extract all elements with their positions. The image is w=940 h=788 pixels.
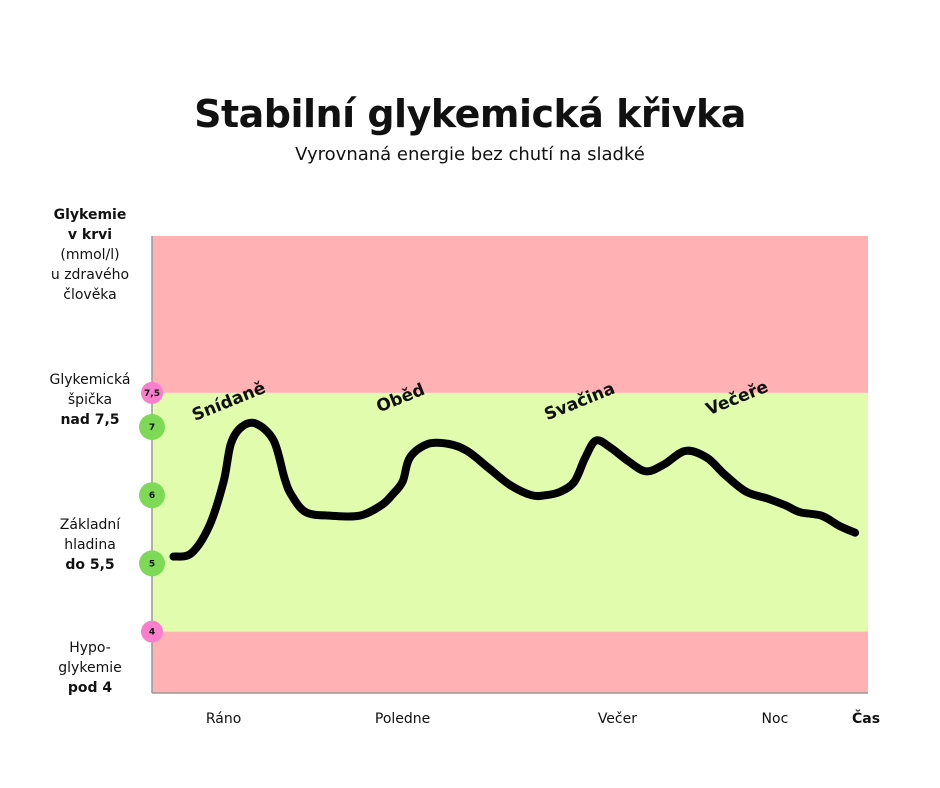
y-value-badge-label: 7,5 [144,389,160,399]
spike-zone-label: Glykemická špička nad 7,5 [20,370,160,430]
hypo-label-line: glykemie [58,660,122,676]
y-value-badge-label: 4 [149,628,155,638]
y-axis-label-line: Glykemie [53,207,127,223]
chart-subtitle: Vyrovnaná energie bez chutí na sladké [295,144,645,165]
glycemic-curve [169,418,860,561]
y-value-badge [141,381,163,404]
base-zone-label: Základní hladina do 5,5 [20,515,160,575]
y-value-badge [139,550,165,577]
y-value-badge-label: 5 [149,559,155,569]
y-axis-label: Glykemie v krvi (mmol/l) u zdravého člov… [20,205,160,305]
y-value-badge-label: 7 [149,423,155,433]
spike-label-line: Glykemická [49,372,131,388]
y-value-badge [139,482,165,509]
x-axis-label: Čas [852,709,880,727]
base-label-line: hladina [64,537,116,553]
zone-danger [152,236,868,393]
x-tick-label: Poledne [375,711,430,727]
x-tick-label: Noc [762,711,789,727]
x-tick-label: Ráno [206,711,241,727]
chart-title: Stabilní glykemická křivka [194,92,746,136]
y-axis-label-line: v krvi [67,227,113,243]
base-label-line: do 5,5 [65,557,115,573]
y-value-badge-label: 6 [149,491,155,501]
hypo-zone-label: Hypo- glykemie pod 4 [20,638,160,698]
y-axis-label-line: u zdravého [50,267,130,283]
zone-danger [152,631,868,693]
spike-label-line: nad 7,5 [60,412,120,428]
y-axis-label-line: člověka [63,287,117,303]
x-tick-label: Večer [598,711,637,727]
y-value-badge [139,413,165,440]
y-axis-label-line: (mmol/l) [60,247,120,263]
hypo-label-line: pod 4 [67,680,113,696]
base-label-line: Základní [59,517,121,533]
spike-label-line: špička [67,392,113,408]
y-value-badge [141,620,163,643]
hypo-label-line: Hypo- [69,640,111,656]
